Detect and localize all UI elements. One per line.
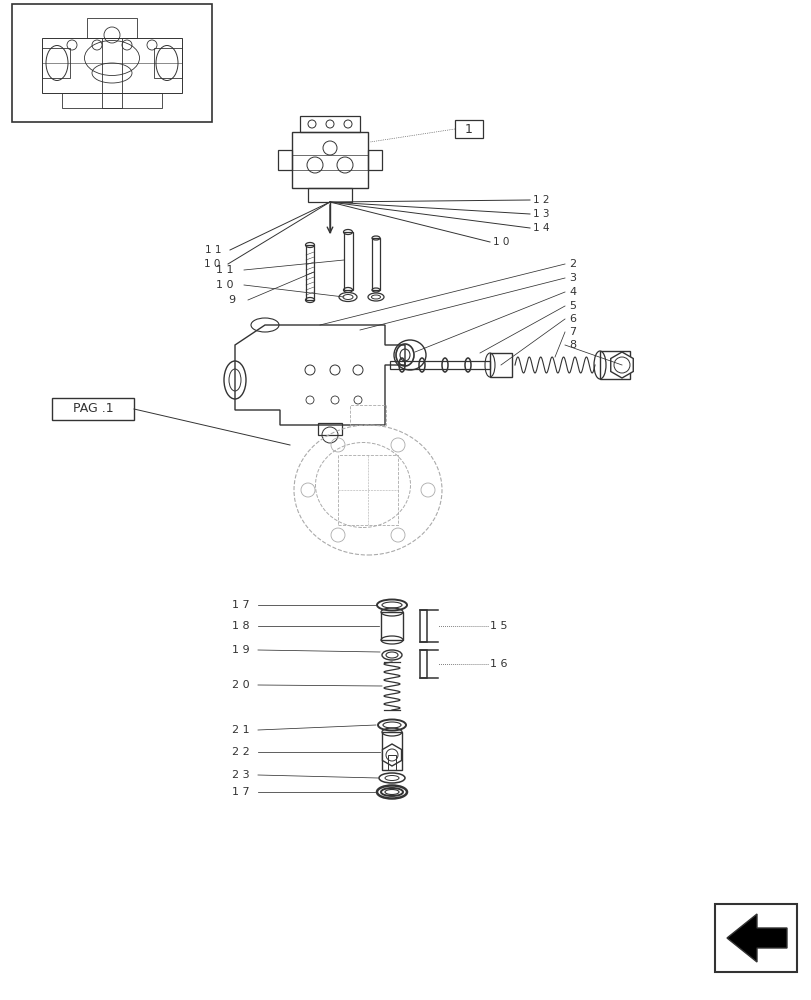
Polygon shape — [726, 914, 786, 962]
Bar — [344, 232, 353, 290]
Bar — [299, 116, 359, 132]
Text: 1: 1 — [465, 123, 472, 136]
Bar — [714, 904, 796, 972]
Text: 4: 4 — [569, 287, 576, 297]
Bar — [42, 38, 182, 93]
Bar — [102, 38, 122, 108]
Bar — [367, 150, 381, 170]
Bar — [87, 18, 137, 38]
Bar — [350, 405, 385, 425]
Text: 1 1: 1 1 — [216, 265, 234, 275]
Bar — [277, 150, 292, 170]
Text: 1 3: 1 3 — [532, 209, 549, 219]
Bar — [489, 353, 512, 377]
Polygon shape — [382, 744, 401, 766]
Text: 1 5: 1 5 — [489, 621, 507, 631]
Polygon shape — [610, 352, 633, 378]
Bar — [419, 650, 427, 678]
Bar — [371, 238, 380, 290]
Bar — [337, 455, 397, 525]
Text: 1 7: 1 7 — [232, 787, 249, 797]
Text: 1 6: 1 6 — [489, 659, 507, 669]
Bar — [292, 132, 367, 188]
Text: 1 2: 1 2 — [532, 195, 549, 205]
Bar — [12, 4, 212, 122]
Text: 2 0: 2 0 — [232, 680, 249, 690]
Text: 2 3: 2 3 — [232, 770, 249, 780]
Bar — [380, 612, 402, 640]
Bar — [42, 48, 70, 78]
Text: 6: 6 — [569, 314, 575, 324]
Bar — [381, 732, 401, 770]
Text: 1 0: 1 0 — [216, 280, 234, 290]
Bar — [62, 93, 162, 108]
Text: 1 0: 1 0 — [492, 237, 508, 247]
Text: 1 7: 1 7 — [232, 600, 249, 610]
Text: 1 1: 1 1 — [204, 245, 221, 255]
Text: 2 2: 2 2 — [232, 747, 250, 757]
Text: 1 9: 1 9 — [232, 645, 249, 655]
Text: 7: 7 — [569, 327, 576, 337]
Text: 1 0: 1 0 — [204, 259, 220, 269]
Text: 5: 5 — [569, 301, 575, 311]
Bar — [419, 610, 427, 642]
Bar — [318, 423, 341, 435]
Text: 1 4: 1 4 — [532, 223, 549, 233]
Bar — [388, 755, 396, 770]
Bar — [306, 245, 314, 300]
Text: 2 1: 2 1 — [232, 725, 249, 735]
Text: 1 8: 1 8 — [232, 621, 249, 631]
Bar — [52, 398, 134, 420]
Text: 8: 8 — [569, 340, 576, 350]
Text: 2: 2 — [569, 259, 576, 269]
Text: 3: 3 — [569, 273, 575, 283]
Text: PAG .1: PAG .1 — [73, 402, 114, 416]
Bar — [154, 48, 182, 78]
Bar — [599, 351, 629, 379]
Bar — [307, 188, 351, 202]
Text: 9: 9 — [228, 295, 235, 305]
Polygon shape — [234, 325, 405, 425]
Bar — [389, 361, 489, 369]
Bar — [454, 120, 483, 138]
